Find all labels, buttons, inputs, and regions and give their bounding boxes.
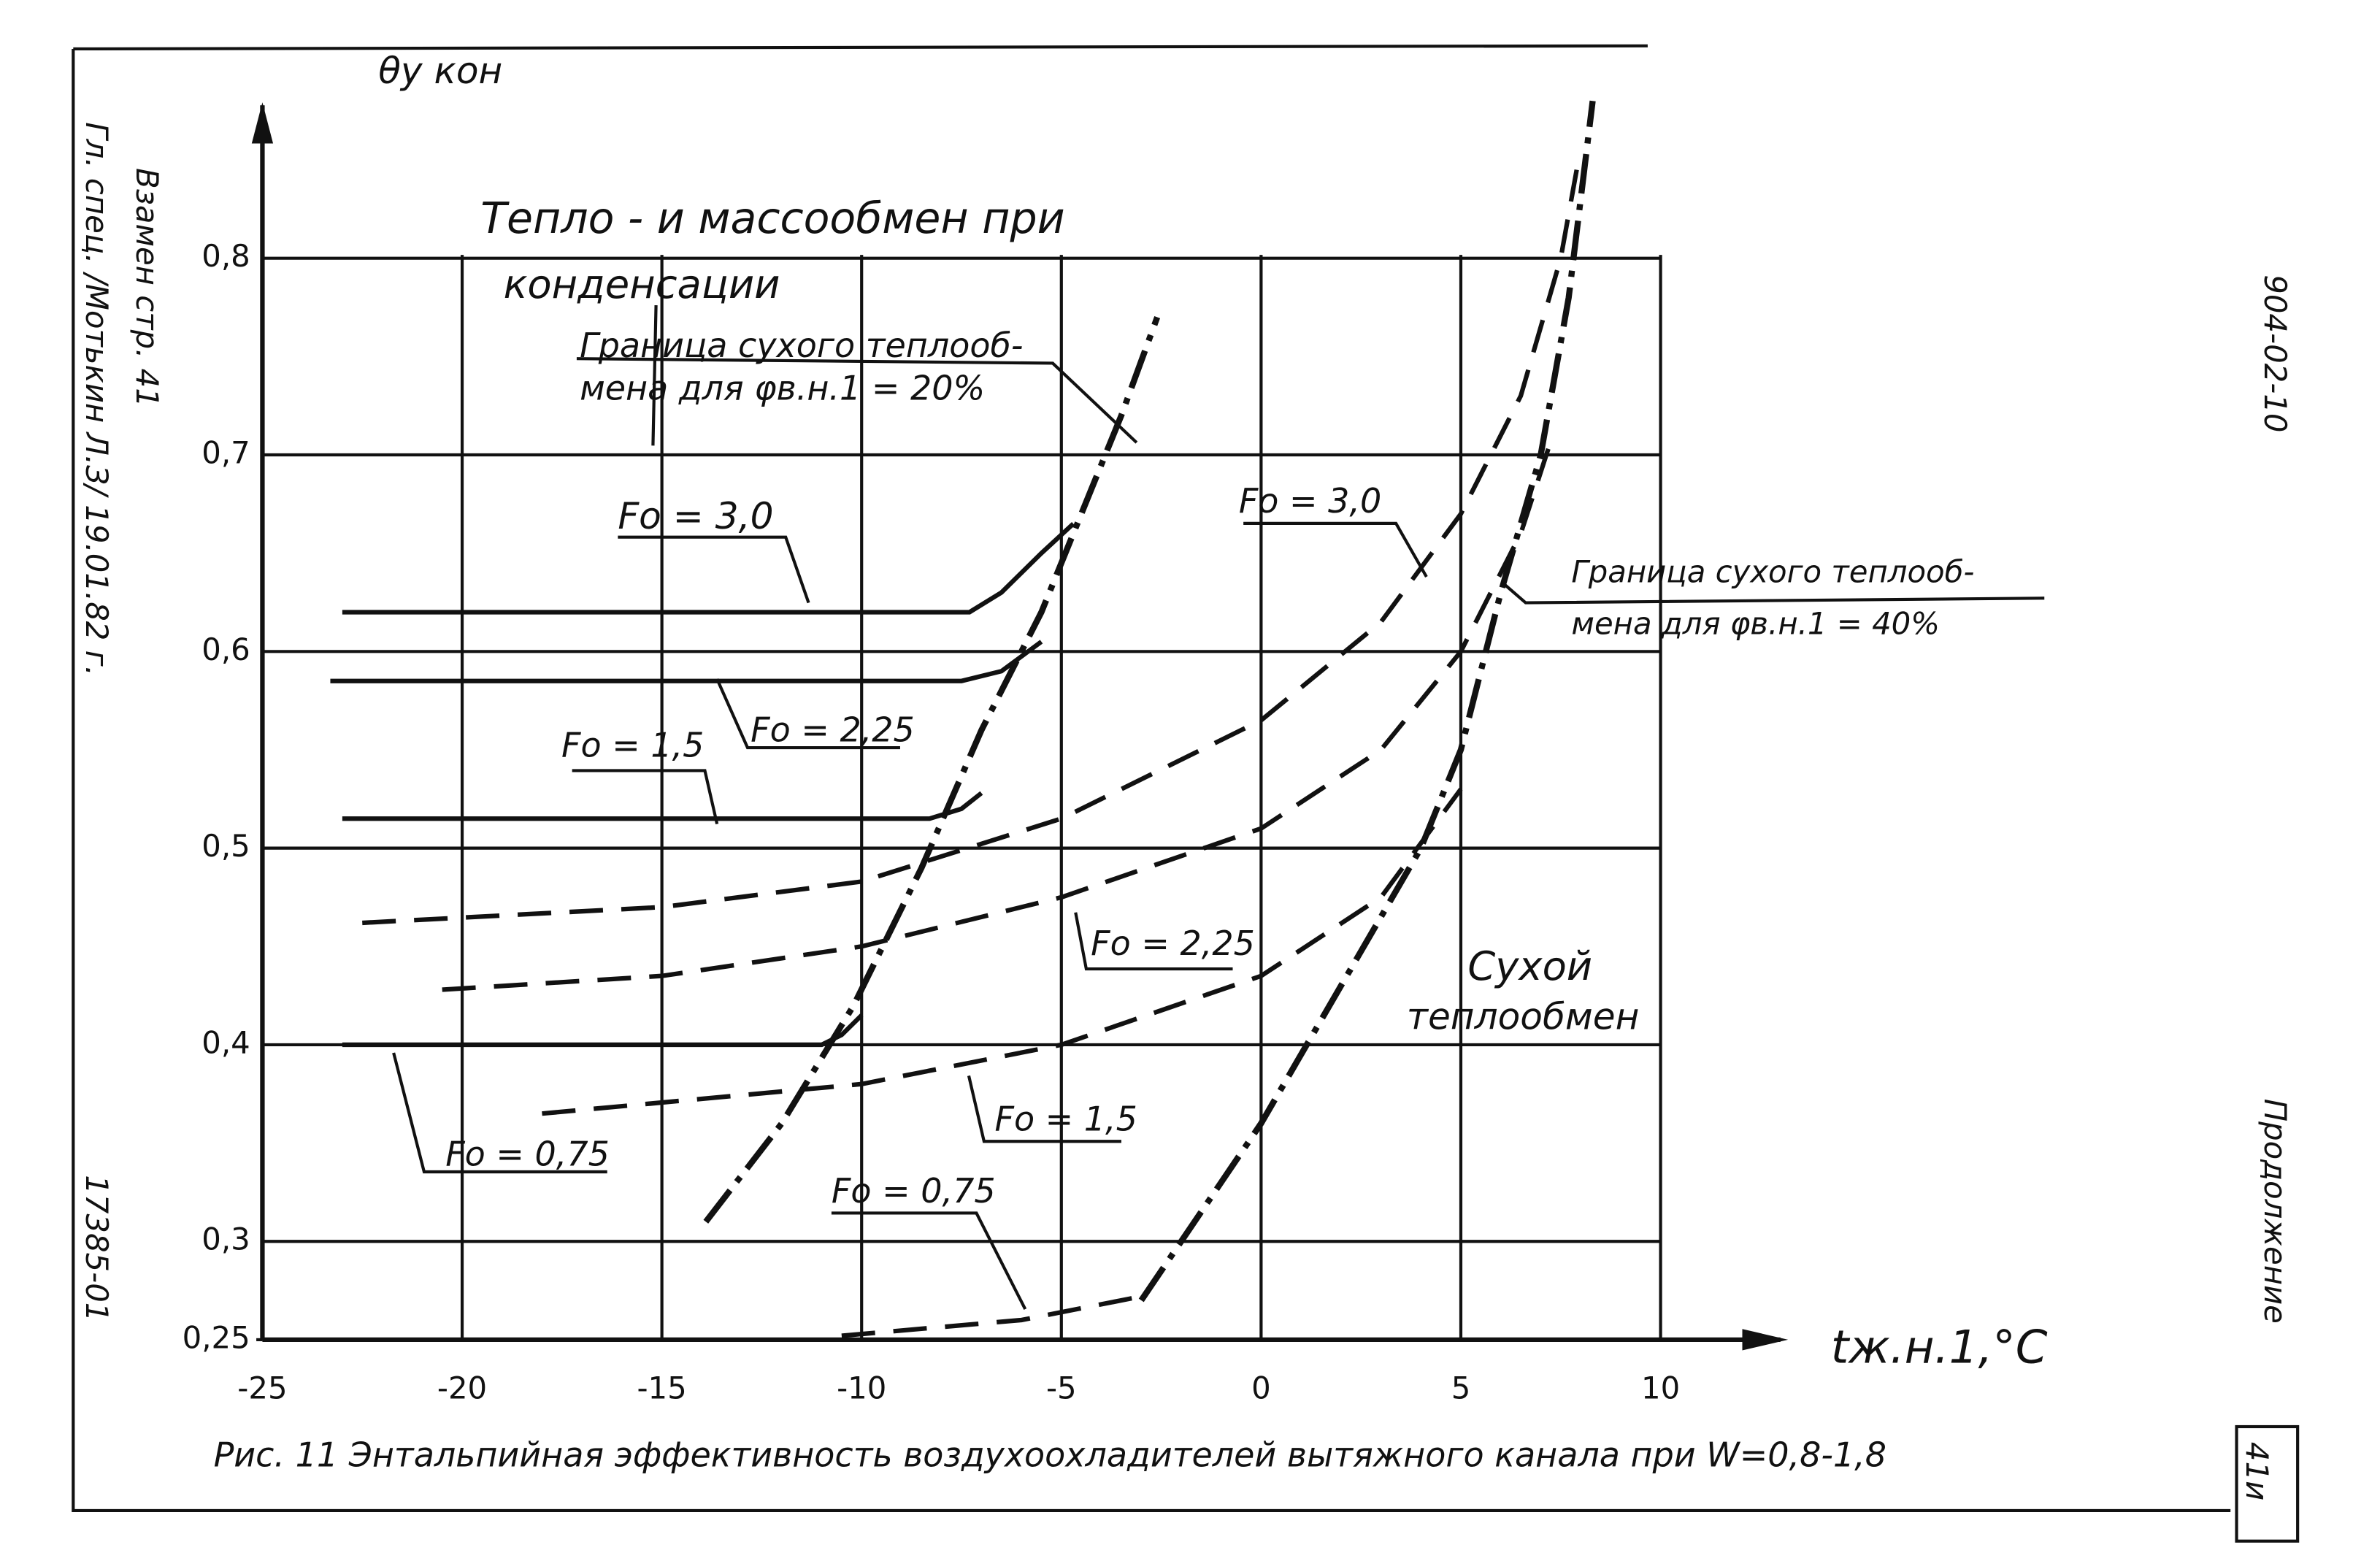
curve (703, 316, 1161, 1224)
x-tick-label: -15 (637, 1370, 686, 1405)
y-tick-label: 0,6 (201, 632, 250, 667)
y-tick-label: 0,7 (201, 435, 250, 471)
leaders (392, 304, 2045, 1311)
annotation: мена для φв.н.1 = 20% (580, 369, 985, 408)
leader (572, 769, 719, 825)
leader (1243, 521, 1428, 578)
annotation: Fo = 3,0 (618, 494, 773, 537)
leader (1502, 581, 2045, 605)
y-tick-label: 0,5 (201, 828, 250, 864)
annotation: Fo = 1,5 (995, 1100, 1137, 1139)
y-axis-arrow (251, 102, 274, 144)
annotation: Тепло - и массообмен при (480, 193, 1064, 243)
leader (967, 1075, 1121, 1143)
margin-note: Гл. спец. /Мотькин Л.З/ 19.01.82 г. (79, 122, 115, 676)
x-tick-label: 5 (1451, 1370, 1471, 1405)
sheet-box (2235, 1424, 2300, 1543)
x-tick-label: -5 (1046, 1370, 1077, 1405)
annotation: мена для φв.н.1 = 40% (1571, 605, 1940, 641)
annotation: Fo = 3,0 (1239, 481, 1381, 521)
x-axis-arrow (1742, 1329, 1789, 1351)
annotation: Сухой (1467, 943, 1592, 989)
x-tick-label: 10 (1641, 1370, 1680, 1405)
caption: Рис. 11 Энтальпийная эффективность возду… (214, 1435, 1886, 1474)
leader (392, 1052, 607, 1174)
y-tick-label: 0,25 (183, 1319, 250, 1355)
x-tick-label: -20 (437, 1370, 487, 1405)
continuation: Продолжение (2257, 1099, 2293, 1324)
annotation: Fo = 2,25 (751, 710, 915, 750)
x-tick-label: 0 (1251, 1370, 1271, 1405)
sheet-number: 41и (2239, 1442, 2275, 1500)
curve (342, 1013, 864, 1048)
curve (442, 434, 1555, 992)
annotation: Fo = 0,75 (832, 1171, 996, 1211)
margin-note: Взамен стр. 41 (129, 168, 165, 407)
annotation: теплообмен (1407, 995, 1640, 1038)
leader (831, 1211, 1027, 1311)
margin-note: 17385-01 (79, 1175, 115, 1322)
annotation: Fo = 1,5 (561, 726, 704, 765)
curve (841, 1294, 1142, 1338)
frame-border (73, 44, 1648, 51)
frame-border (72, 48, 2231, 1513)
y-axis-label: θу кон (378, 49, 502, 92)
annotation: Граница сухого теплооб- (580, 326, 1023, 365)
x-axis-label: tж.н.1,°C (1831, 1321, 2048, 1374)
curve (362, 169, 1579, 926)
leader (576, 357, 1138, 444)
leader (715, 678, 900, 750)
annotation: Fo = 2,25 (1091, 924, 1255, 963)
annotation: Fo = 0,75 (445, 1135, 610, 1174)
doc-code: 904-02-10 (2257, 275, 2293, 432)
y-tick-label: 0,3 (201, 1221, 250, 1257)
x-tick-label: -25 (237, 1370, 287, 1405)
annotation: Граница сухого теплооб- (1571, 553, 1974, 589)
frame (72, 44, 2300, 1543)
y-tick-label: 0,4 (201, 1024, 250, 1060)
leader (651, 304, 658, 446)
x-tick-label: -10 (837, 1370, 886, 1405)
curve (330, 640, 1043, 683)
curve (342, 521, 1075, 615)
y-tick-label: 0,8 (201, 238, 250, 274)
annotation: конденсации (504, 261, 780, 307)
curve (1138, 100, 1596, 1303)
leader (618, 535, 810, 604)
leader (1074, 912, 1233, 971)
curve (542, 787, 1463, 1116)
